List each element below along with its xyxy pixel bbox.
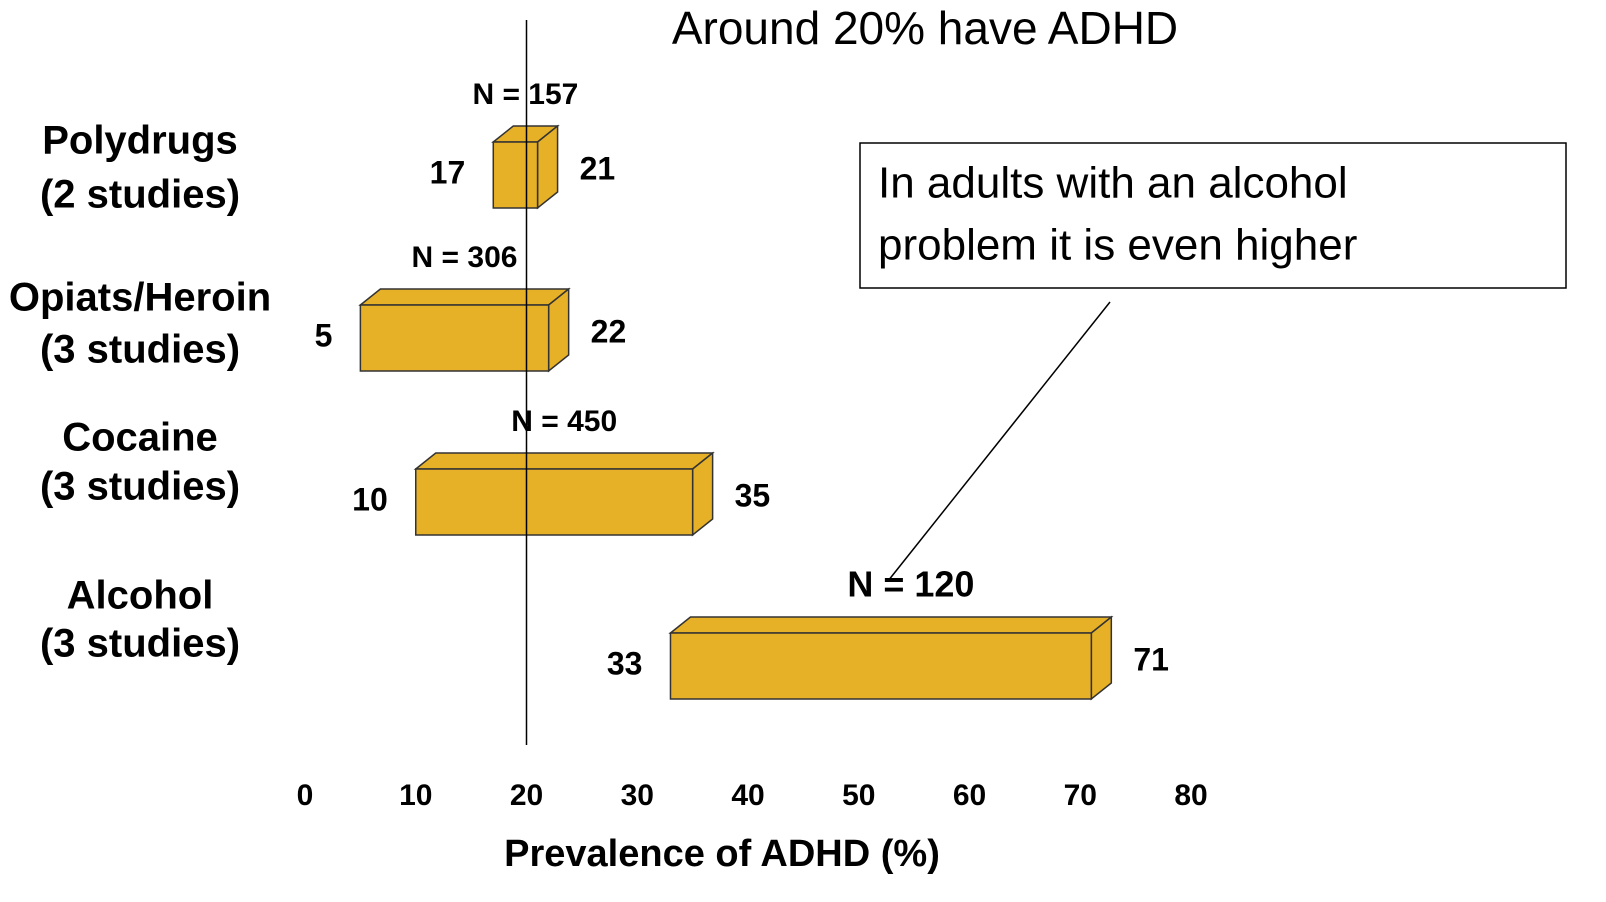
category-note: (3 studies) — [40, 622, 240, 666]
low-label: 5 — [315, 317, 333, 353]
low-label: 17 — [430, 154, 466, 190]
n-label: N = 306 — [412, 241, 518, 274]
x-tick-label: 60 — [953, 779, 986, 812]
bar — [669, 632, 1093, 700]
x-tick-label: 20 — [510, 779, 543, 812]
n-label: N = 450 — [511, 405, 617, 438]
n-label: N = 120 — [847, 564, 974, 605]
callout-pointer — [887, 301, 1111, 582]
chart-title: Around 20% have ADHD — [672, 2, 1178, 54]
low-label: 10 — [352, 481, 388, 517]
bar-top — [413, 452, 715, 470]
x-tick-label: 40 — [731, 779, 764, 812]
bar — [415, 468, 694, 536]
x-tick-label: 50 — [842, 779, 875, 812]
callout-text: problem it is even higher — [878, 221, 1357, 270]
x-tick-label: 10 — [399, 779, 432, 812]
x-tick-label: 30 — [621, 779, 654, 812]
x-axis-label: Prevalence of ADHD (%) — [504, 833, 940, 875]
category-label: Cocaine — [62, 416, 218, 460]
high-label: 71 — [1133, 641, 1169, 677]
callout-text: In adults with an alcohol — [878, 159, 1348, 208]
high-label: 22 — [591, 313, 627, 349]
high-label: 35 — [735, 477, 771, 513]
category-note: (3 studies) — [40, 465, 240, 509]
x-tick-label: 70 — [1064, 779, 1097, 812]
category-label: Alcohol — [67, 574, 214, 618]
bar — [359, 304, 550, 372]
low-label: 33 — [607, 645, 643, 681]
x-tick-label: 80 — [1174, 779, 1207, 812]
n-label: N = 157 — [472, 78, 578, 111]
bar-top — [358, 288, 571, 306]
callout-box — [859, 142, 1567, 289]
bar — [492, 141, 539, 209]
category-note: (3 studies) — [40, 328, 240, 372]
category-label: Opiats/Heroin — [9, 276, 271, 320]
high-label: 21 — [580, 150, 616, 186]
category-note: (2 studies) — [40, 173, 240, 217]
bar-top — [668, 616, 1114, 634]
x-tick-label: 0 — [297, 779, 314, 812]
category-label: Polydrugs — [42, 119, 238, 163]
